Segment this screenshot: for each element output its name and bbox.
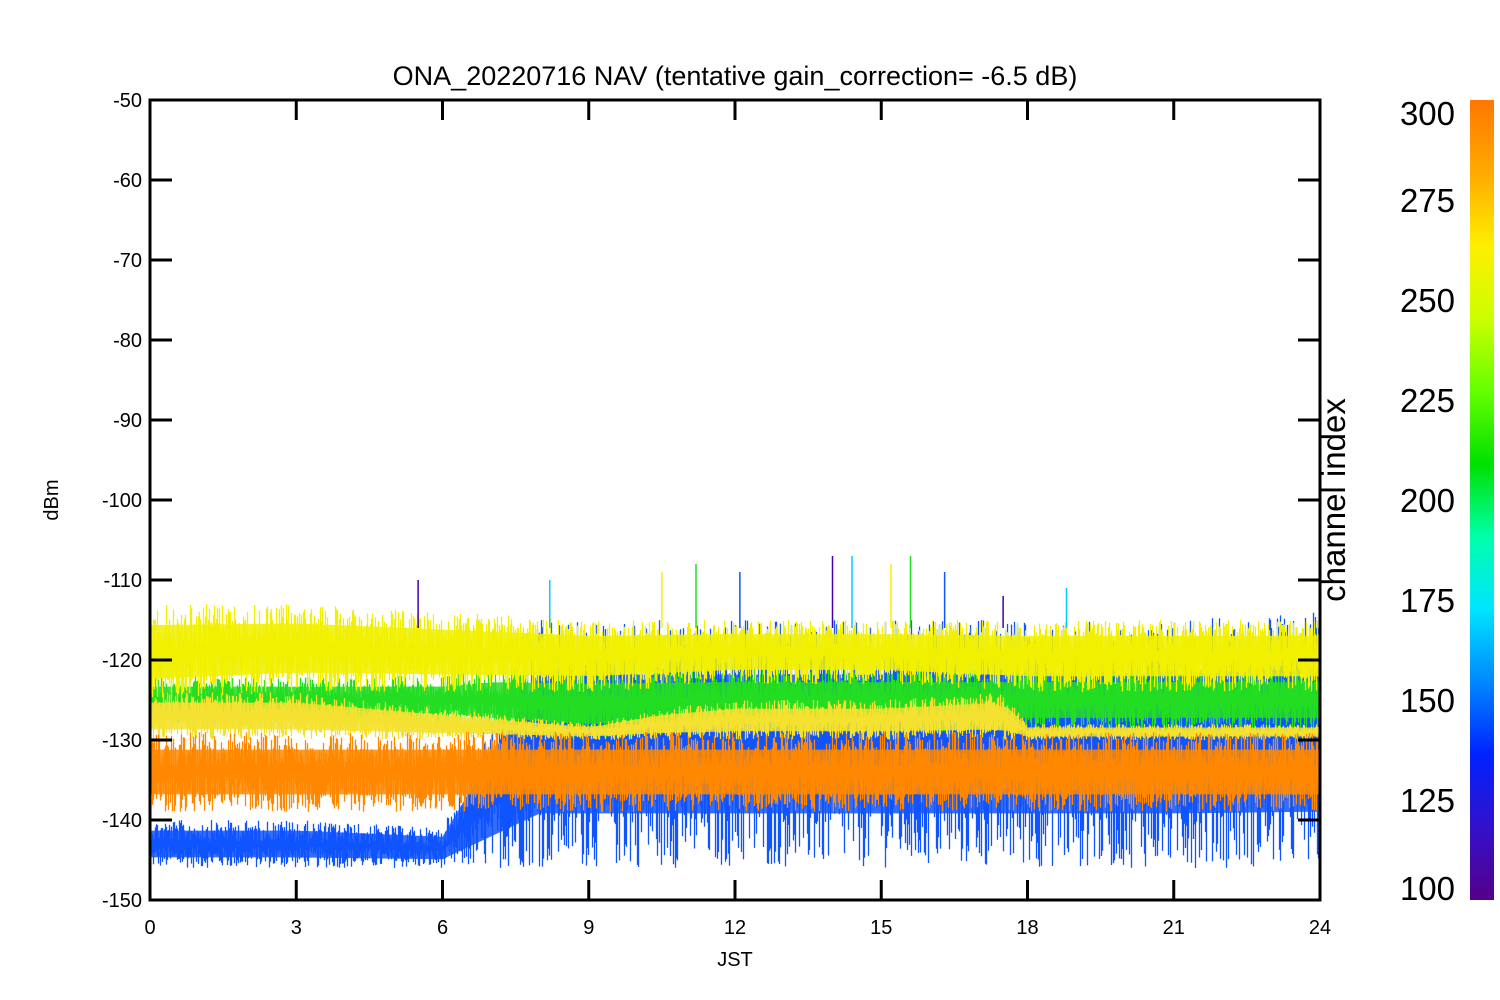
y-tick-label: -60 [113, 170, 142, 192]
plot-area [150, 556, 1320, 868]
colorbar-tick-label: 225 [1400, 382, 1455, 419]
colorbar-tick-label: 275 [1400, 182, 1455, 219]
y-axis: -50 -60 -70 -80 -90 -100 -110 -120 -130 -140 -150 [102, 90, 1320, 912]
y-tick-label: -50 [113, 90, 142, 112]
y-tick-label: -70 [113, 250, 142, 272]
colorbar-gradient [1470, 100, 1494, 900]
x-tick-label: 15 [870, 917, 892, 939]
x-tick-label: 9 [583, 917, 594, 939]
colorbar-ticks: 300 275 250 225 200 175 150 125 100 [1400, 95, 1455, 907]
y-tick-label: -150 [102, 890, 142, 912]
y-tick-label: -90 [113, 410, 142, 432]
x-tick-label: 12 [724, 917, 746, 939]
colorbar-tick-label: 175 [1400, 582, 1455, 619]
colorbar-tick-label: 250 [1400, 282, 1455, 319]
y-tick-label: -130 [102, 730, 142, 752]
colorbar-label: channel index [1315, 398, 1352, 602]
x-tick-label: 6 [437, 917, 448, 939]
x-axis: 0 3 6 9 12 15 18 21 24 [144, 100, 1331, 939]
channel-band [150, 749, 1320, 795]
y-tick-label: -120 [102, 650, 142, 672]
colorbar-tick-label: 100 [1400, 870, 1455, 907]
y-tick-label: -140 [102, 810, 142, 832]
y-axis-label: dBm [41, 479, 63, 520]
y-tick-label: -100 [102, 490, 142, 512]
x-tick-label: 0 [144, 917, 155, 939]
x-axis-label: JST [717, 949, 753, 971]
colorbar: 300 275 250 225 200 175 150 125 100 channel inde… [1315, 95, 1494, 907]
chart-title: ONA_20220716 NAV (tentative gain_correct… [393, 61, 1078, 91]
colorbar-tick-label: 300 [1400, 95, 1455, 132]
colorbar-tick-label: 125 [1400, 782, 1455, 819]
channel-band [150, 702, 1320, 737]
x-tick-label: 3 [291, 917, 302, 939]
x-tick-label: 24 [1309, 917, 1331, 939]
colorbar-tick-label: 150 [1400, 682, 1455, 719]
x-tick-label: 18 [1016, 917, 1038, 939]
colorbar-tick-label: 200 [1400, 482, 1455, 519]
y-tick-label: -110 [103, 570, 142, 592]
channel-band [150, 623, 1320, 679]
x-tick-label: 21 [1163, 917, 1185, 939]
y-tick-label: -80 [113, 330, 142, 352]
